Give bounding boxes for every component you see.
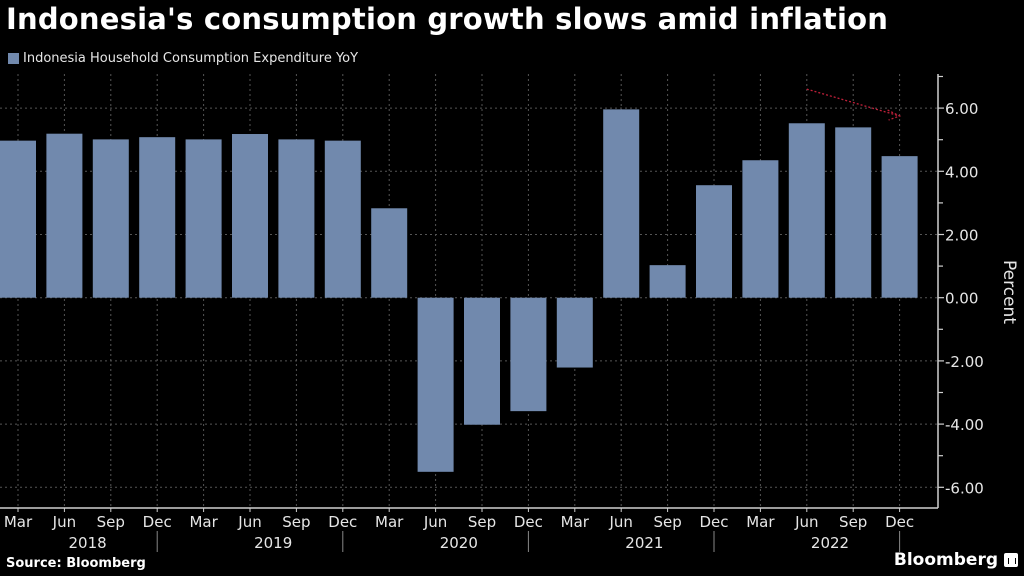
x-tick-label: Dec	[699, 513, 728, 531]
y-axis-title: Percent	[999, 260, 1019, 324]
bar	[788, 123, 825, 298]
year-label: 2018	[69, 534, 107, 552]
y-tick-label: 4.00	[945, 163, 978, 181]
brand-logo: Bloomberg	[894, 550, 1018, 570]
bar	[46, 133, 83, 298]
bar	[696, 185, 732, 298]
x-tick-label: Sep	[282, 513, 310, 531]
year-label: 2020	[440, 534, 478, 552]
brand-name: Bloomberg	[893, 550, 998, 570]
x-tick-label: Dec	[514, 513, 543, 531]
bar	[649, 265, 686, 298]
bar	[556, 297, 593, 368]
bar	[0, 140, 36, 298]
x-tick-label: Jun	[794, 513, 818, 531]
source-note: Source: Bloomberg	[6, 556, 146, 571]
bar	[742, 160, 779, 298]
y-tick-label: -4.00	[945, 416, 984, 434]
x-tick-label: Jun	[237, 513, 261, 531]
bar	[603, 109, 640, 298]
bar	[881, 156, 918, 298]
bar	[278, 139, 315, 298]
x-tick-label: Sep	[653, 513, 681, 531]
x-tick-label: Mar	[561, 513, 590, 531]
trend-arrow-line	[806, 88, 900, 117]
trend-arrow-head	[887, 109, 902, 121]
x-tick-label: Sep	[97, 513, 125, 531]
x-tick-label: Jun	[423, 513, 447, 531]
x-tick-label: Dec	[143, 513, 172, 531]
x-tick-label: Mar	[746, 513, 775, 531]
y-tick-label: 6.00	[945, 100, 978, 118]
x-tick-label: Mar	[375, 513, 404, 531]
bars	[0, 109, 918, 472]
legend-label: Indonesia Household Consumption Expendit…	[23, 51, 359, 66]
bar	[464, 297, 500, 425]
annotations	[806, 88, 902, 121]
x-tick-label: Sep	[468, 513, 496, 531]
bar	[510, 297, 547, 412]
x-tick-label: Jun	[52, 513, 76, 531]
x-tick-label: Dec	[885, 513, 914, 531]
bar	[324, 140, 361, 298]
legend-swatch	[8, 53, 19, 64]
chart-title: Indonesia's consumption growth slows ami…	[6, 2, 889, 36]
x-tick-label: Mar	[4, 513, 33, 531]
bar	[92, 139, 129, 298]
bar	[139, 137, 176, 298]
year-label: 2019	[254, 534, 292, 552]
bar	[232, 134, 268, 298]
y-tick-label: 2.00	[945, 227, 978, 245]
x-tick-label: Dec	[328, 513, 357, 531]
year-label: 2021	[625, 534, 663, 552]
bar	[185, 139, 222, 298]
legend: Indonesia Household Consumption Expendit…	[8, 51, 358, 66]
x-tick-label: Sep	[839, 513, 867, 531]
x-tick-label: Mar	[189, 513, 218, 531]
y-tick-label: -6.00	[945, 479, 984, 497]
x-tick-label: Jun	[608, 513, 632, 531]
y-axis: 6.00 4.00 2.00 0.00 -2.00 -4.00 -6.00	[937, 74, 984, 508]
x-axis: Mar Jun Sep Dec Mar Jun Sep Dec Mar Jun Sep Dec Mar J…	[0, 507, 938, 552]
chart-icon	[1004, 553, 1018, 567]
bar	[371, 208, 408, 298]
bar	[417, 297, 454, 472]
year-label: 2022	[811, 534, 849, 552]
bar	[835, 127, 872, 298]
y-tick-label: 0.00	[945, 290, 978, 308]
y-tick-label: -2.00	[945, 353, 984, 371]
